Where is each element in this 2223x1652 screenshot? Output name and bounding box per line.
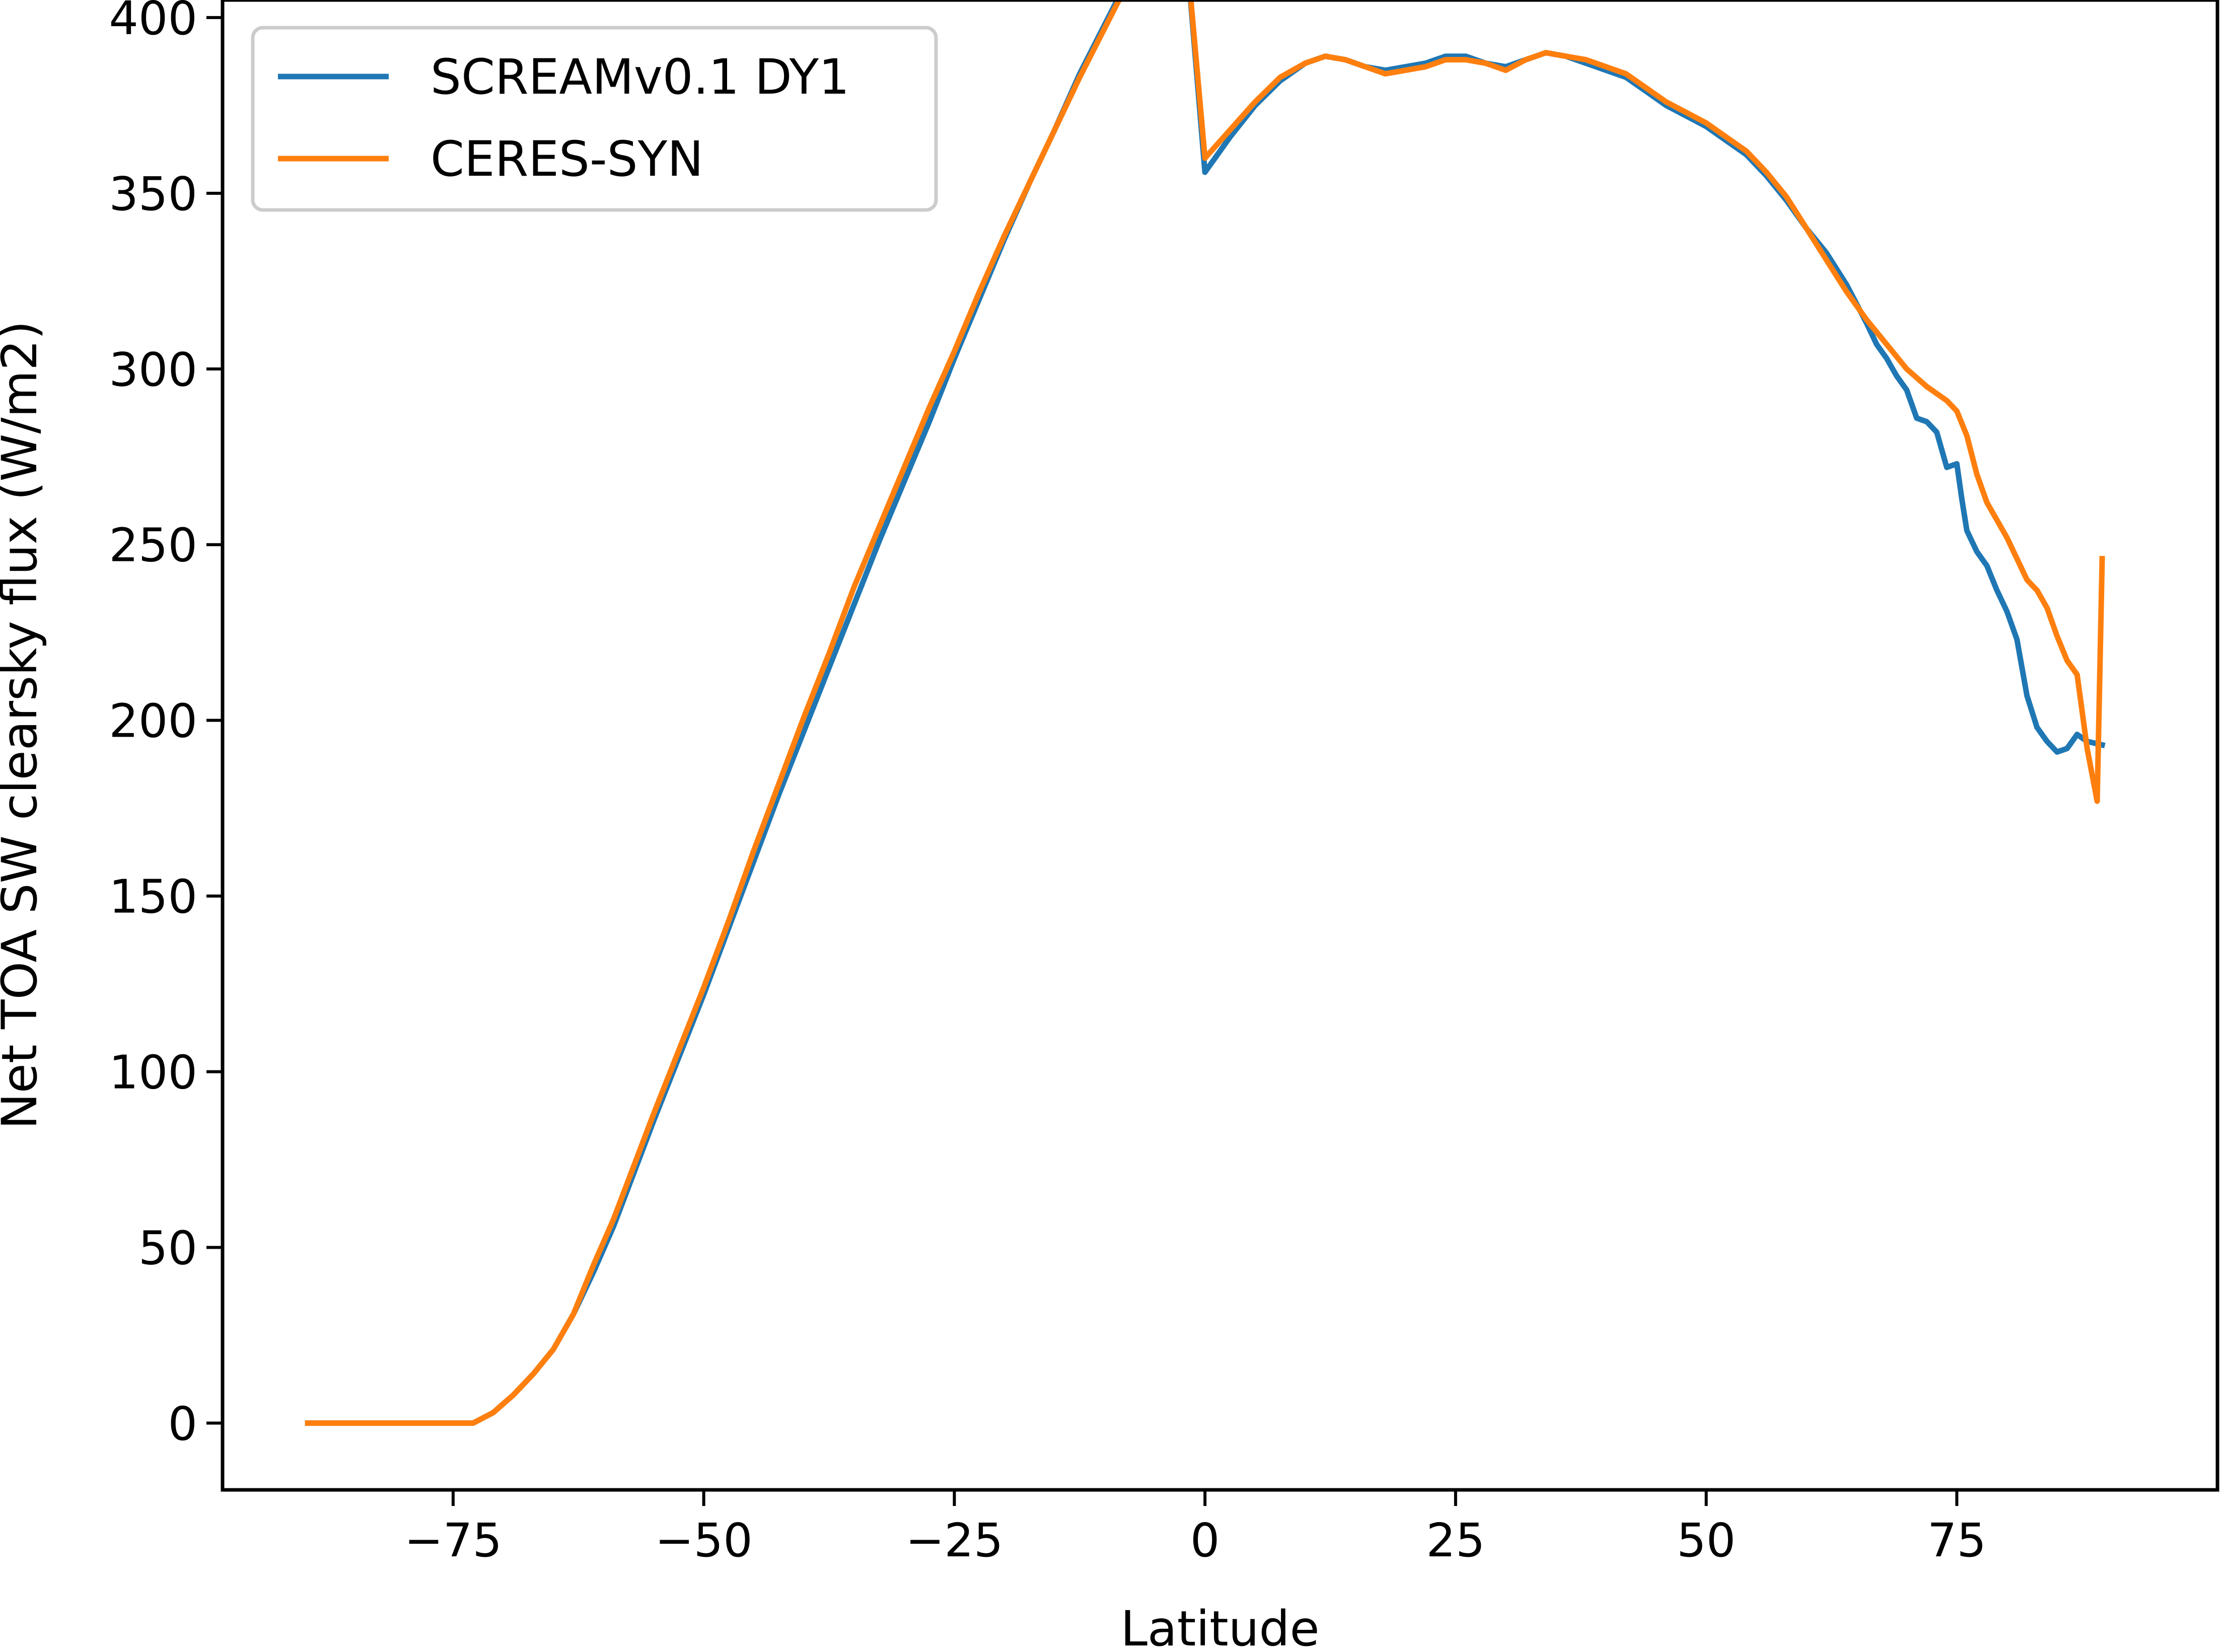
y-tick-label: 100 bbox=[109, 1046, 197, 1100]
y-tick-label: 50 bbox=[138, 1221, 197, 1275]
legend: SCREAMv0.1 DY1 CERES-SYN bbox=[251, 26, 938, 212]
x-axis-label: Latitude bbox=[1120, 1601, 1319, 1649]
y-tick-label: 200 bbox=[109, 694, 197, 748]
x-tick-label: 0 bbox=[1190, 1514, 1220, 1567]
y-tick-label: 150 bbox=[109, 870, 197, 924]
series-line-0 bbox=[305, 0, 2106, 1426]
plot-frame bbox=[221, 0, 2219, 1492]
x-tick-label: 25 bbox=[1426, 1514, 1485, 1567]
y-tick-label: 0 bbox=[168, 1397, 197, 1451]
x-tick-label: 75 bbox=[1927, 1514, 1986, 1567]
series-layer bbox=[305, 0, 2106, 1426]
x-tick-label: 50 bbox=[1677, 1514, 1736, 1567]
legend-label-0: SCREAMv0.1 DY1 bbox=[431, 49, 849, 105]
x-tick-label: −50 bbox=[655, 1514, 753, 1567]
x-tick-label: −25 bbox=[905, 1514, 1003, 1567]
y-tick-label: 350 bbox=[109, 167, 197, 221]
y-axis-label: Net TOA SW clearsky flux (W/m2) bbox=[0, 321, 48, 1129]
series-line-1 bbox=[305, 0, 2105, 1426]
legend-entries: SCREAMv0.1 DY1 CERES-SYN bbox=[278, 49, 849, 187]
y-tick-label: 400 bbox=[109, 0, 197, 45]
axes-layer bbox=[221, 0, 2219, 1492]
y-tick-label: 300 bbox=[109, 343, 197, 397]
x-tick-label: −75 bbox=[404, 1514, 502, 1567]
legend-box bbox=[251, 26, 938, 212]
ticks-layer: −75 −50 −25 0 25 50 75 0 50 100 150 200 250 300 350 400 bbox=[109, 0, 1986, 1567]
y-tick-label: 250 bbox=[109, 519, 197, 572]
legend-label-1: CERES-SYN bbox=[431, 131, 703, 187]
